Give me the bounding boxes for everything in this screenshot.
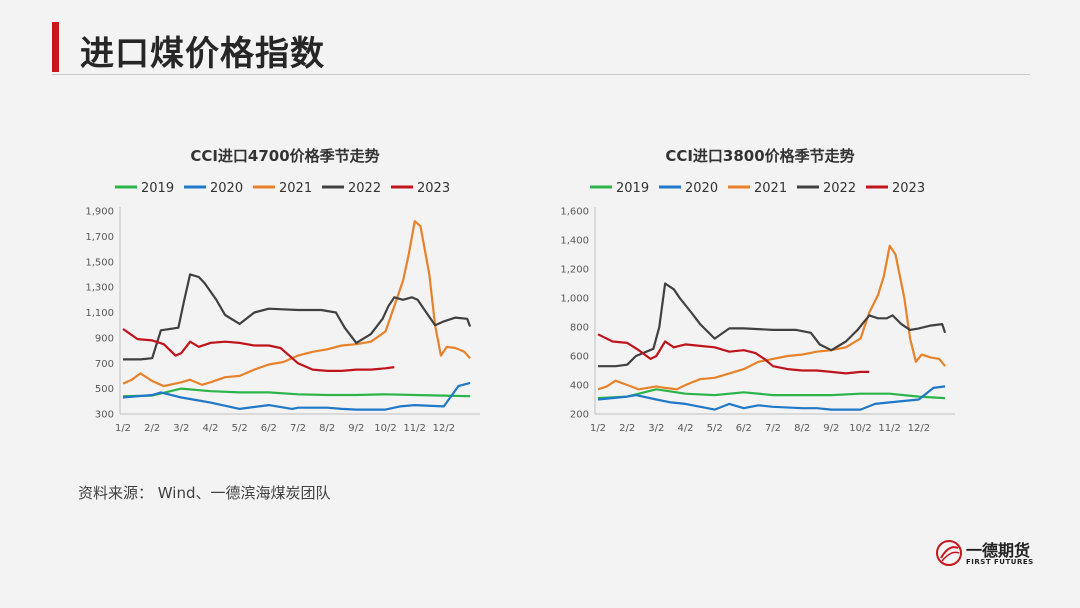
series-line-2020 <box>597 385 946 411</box>
series-line-2021 <box>122 220 471 388</box>
series-line-2022 <box>123 273 472 361</box>
legend-label-2019: 2019 <box>141 181 174 196</box>
x-tick-label: 8/2 <box>794 423 810 434</box>
y-tick-label: 1,100 <box>85 308 114 319</box>
y-tick-label: 1,600 <box>560 207 589 218</box>
series-line-2022 <box>598 282 947 368</box>
legend-label-2023: 2023 <box>892 181 925 196</box>
legend-label-2019: 2019 <box>616 181 649 196</box>
x-tick-label: 7/2 <box>290 423 306 434</box>
x-tick-label: 9/2 <box>823 423 839 434</box>
y-tick-label: 1,200 <box>560 265 589 276</box>
x-tick-label: 12/2 <box>433 423 455 434</box>
x-tick-label: 4/2 <box>677 423 693 434</box>
chart-cci-3800: CCI进口3800价格季节走势 2019 2020 2021 2022 2023 1,600… <box>545 135 975 455</box>
title-divider <box>52 74 1030 75</box>
series-line-2023 <box>597 333 870 375</box>
y-tick-label: 700 <box>95 359 114 370</box>
x-tick-label: 6/2 <box>736 423 752 434</box>
y-tick-label: 1,900 <box>85 207 114 218</box>
page-title: 进口煤价格指数 <box>80 34 325 74</box>
y-tick-label: 300 <box>95 410 114 421</box>
x-tick-label: 11/2 <box>878 423 900 434</box>
series-line-2021 <box>597 244 946 391</box>
legend-label-2022: 2022 <box>348 181 381 196</box>
y-tick-label: 800 <box>570 323 589 334</box>
x-tick-label: 5/2 <box>232 423 248 434</box>
x-tick-label: 3/2 <box>648 423 664 434</box>
chart-cci-3800-svg: CCI进口3800价格季节走势 2019 2020 2021 2022 2023 1,600… <box>560 147 955 434</box>
x-tick-label: 1/2 <box>590 423 606 434</box>
x-tick-label: 1/2 <box>115 423 131 434</box>
chart-cci-4700: CCI进口4700价格季节走势 2019 2020 2021 2022 2023 1,900… <box>70 135 500 455</box>
x-tick-label: 3/2 <box>173 423 189 434</box>
y-tick-label: 1,400 <box>560 236 589 247</box>
y-tick-label: 600 <box>570 352 589 363</box>
x-tick-label: 10/2 <box>849 423 871 434</box>
x-tick-label: 12/2 <box>908 423 930 434</box>
company-logo: 一德期货 FIRST FUTURES <box>936 536 1046 576</box>
series-line-2019 <box>597 388 946 400</box>
legend-label-2020: 2020 <box>685 181 718 196</box>
x-tick-label: 2/2 <box>619 423 635 434</box>
logo-subtitle: FIRST FUTURES <box>966 558 1034 566</box>
y-tick-label: 900 <box>95 333 114 344</box>
x-tick-label: 9/2 <box>348 423 364 434</box>
legend-label-2023: 2023 <box>417 181 450 196</box>
legend-label-2020: 2020 <box>210 181 243 196</box>
x-tick-label: 7/2 <box>765 423 781 434</box>
source-note: 资料来源： Wind、一德滨海煤炭团队 <box>78 484 331 502</box>
logo-name: 一德期货 <box>966 541 1031 560</box>
x-tick-label: 11/2 <box>403 423 425 434</box>
series-line-2020 <box>122 381 471 411</box>
series-line-2019 <box>122 387 471 398</box>
chart-title: CCI进口3800价格季节走势 <box>665 147 854 165</box>
y-tick-label: 200 <box>570 410 589 421</box>
legend-label-2022: 2022 <box>823 181 856 196</box>
y-tick-label: 500 <box>95 384 114 395</box>
logo-emblem-icon <box>936 540 962 566</box>
x-tick-label: 8/2 <box>319 423 335 434</box>
legend-label-2021: 2021 <box>754 181 787 196</box>
chart-cci-4700-svg: CCI进口4700价格季节走势 2019 2020 2021 2022 2023 1,900… <box>85 147 480 434</box>
chart-title: CCI进口4700价格季节走势 <box>190 147 379 165</box>
x-tick-label: 2/2 <box>144 423 160 434</box>
legend-label-2021: 2021 <box>279 181 312 196</box>
x-tick-label: 4/2 <box>202 423 218 434</box>
y-tick-label: 1,500 <box>85 257 114 268</box>
y-tick-label: 1,300 <box>85 283 114 294</box>
x-tick-label: 10/2 <box>374 423 396 434</box>
x-tick-label: 5/2 <box>707 423 723 434</box>
y-tick-label: 1,000 <box>560 294 589 305</box>
series-line-2023 <box>122 328 395 372</box>
title-accent-bar <box>52 22 59 72</box>
x-tick-label: 6/2 <box>261 423 277 434</box>
y-tick-label: 400 <box>570 381 589 392</box>
y-tick-label: 1,700 <box>85 232 114 243</box>
